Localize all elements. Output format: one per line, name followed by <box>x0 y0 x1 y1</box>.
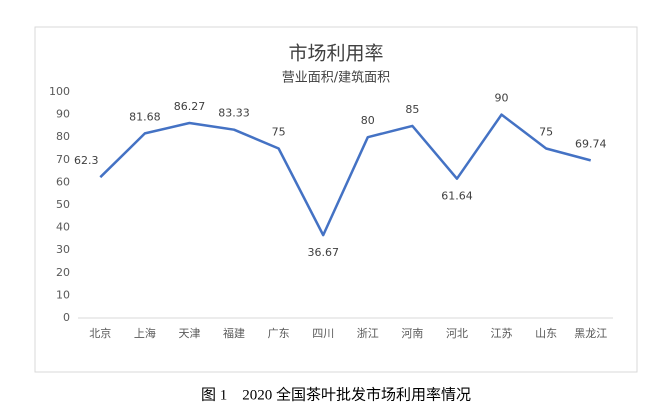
y-tick-label: 0 <box>63 311 70 324</box>
y-tick-label: 80 <box>56 130 70 143</box>
y-tick-label: 10 <box>56 288 70 301</box>
x-tick-label: 黑龙江 <box>574 327 607 340</box>
y-tick-label: 40 <box>56 221 70 234</box>
y-tick-label: 30 <box>56 243 70 256</box>
data-label: 36.67 <box>307 246 339 259</box>
data-label: 62.3 <box>74 154 99 167</box>
x-tick-label: 浙江 <box>357 327 379 340</box>
data-label: 75 <box>539 126 553 139</box>
y-tick-label: 50 <box>56 198 70 211</box>
x-tick-label: 四川 <box>312 327 334 340</box>
line <box>99 113 592 237</box>
data-label: 75 <box>272 126 286 139</box>
data-label: 81.68 <box>129 110 161 123</box>
y-tick-label: 90 <box>56 108 70 121</box>
y-tick-label: 60 <box>56 175 70 188</box>
data-label: 90 <box>495 92 509 105</box>
chart-frame <box>34 26 638 373</box>
data-label: 85 <box>405 103 419 116</box>
caption: 图 1 2020 全国茶叶批发市场利用率情况 <box>201 385 471 403</box>
data-label: 61.64 <box>441 190 473 203</box>
x-tick-label: 山东 <box>535 327 557 340</box>
y-tick-label: 20 <box>56 266 70 279</box>
chart-subtitle: 营业面积/建筑面积 <box>282 70 390 86</box>
y-tick-label: 100 <box>49 85 70 98</box>
x-tick-label: 上海 <box>134 326 156 340</box>
x-tick-label: 福建 <box>223 326 245 340</box>
chart-title: 市场利用率 <box>288 43 383 65</box>
y-tick-label: 70 <box>56 153 70 166</box>
data-label: 86.27 <box>174 100 206 113</box>
data-label: 69.74 <box>575 137 607 150</box>
x-tick-label: 北京 <box>89 326 111 340</box>
x-tick-label: 广东 <box>268 327 290 340</box>
x-tick-label: 江苏 <box>491 327 513 340</box>
x-tick-label: 天津 <box>178 327 200 340</box>
x-tick-label: 河北 <box>446 327 468 340</box>
data-label: 80 <box>361 114 375 127</box>
data-label: 83.33 <box>218 107 250 120</box>
x-tick-label: 河南 <box>401 327 423 340</box>
